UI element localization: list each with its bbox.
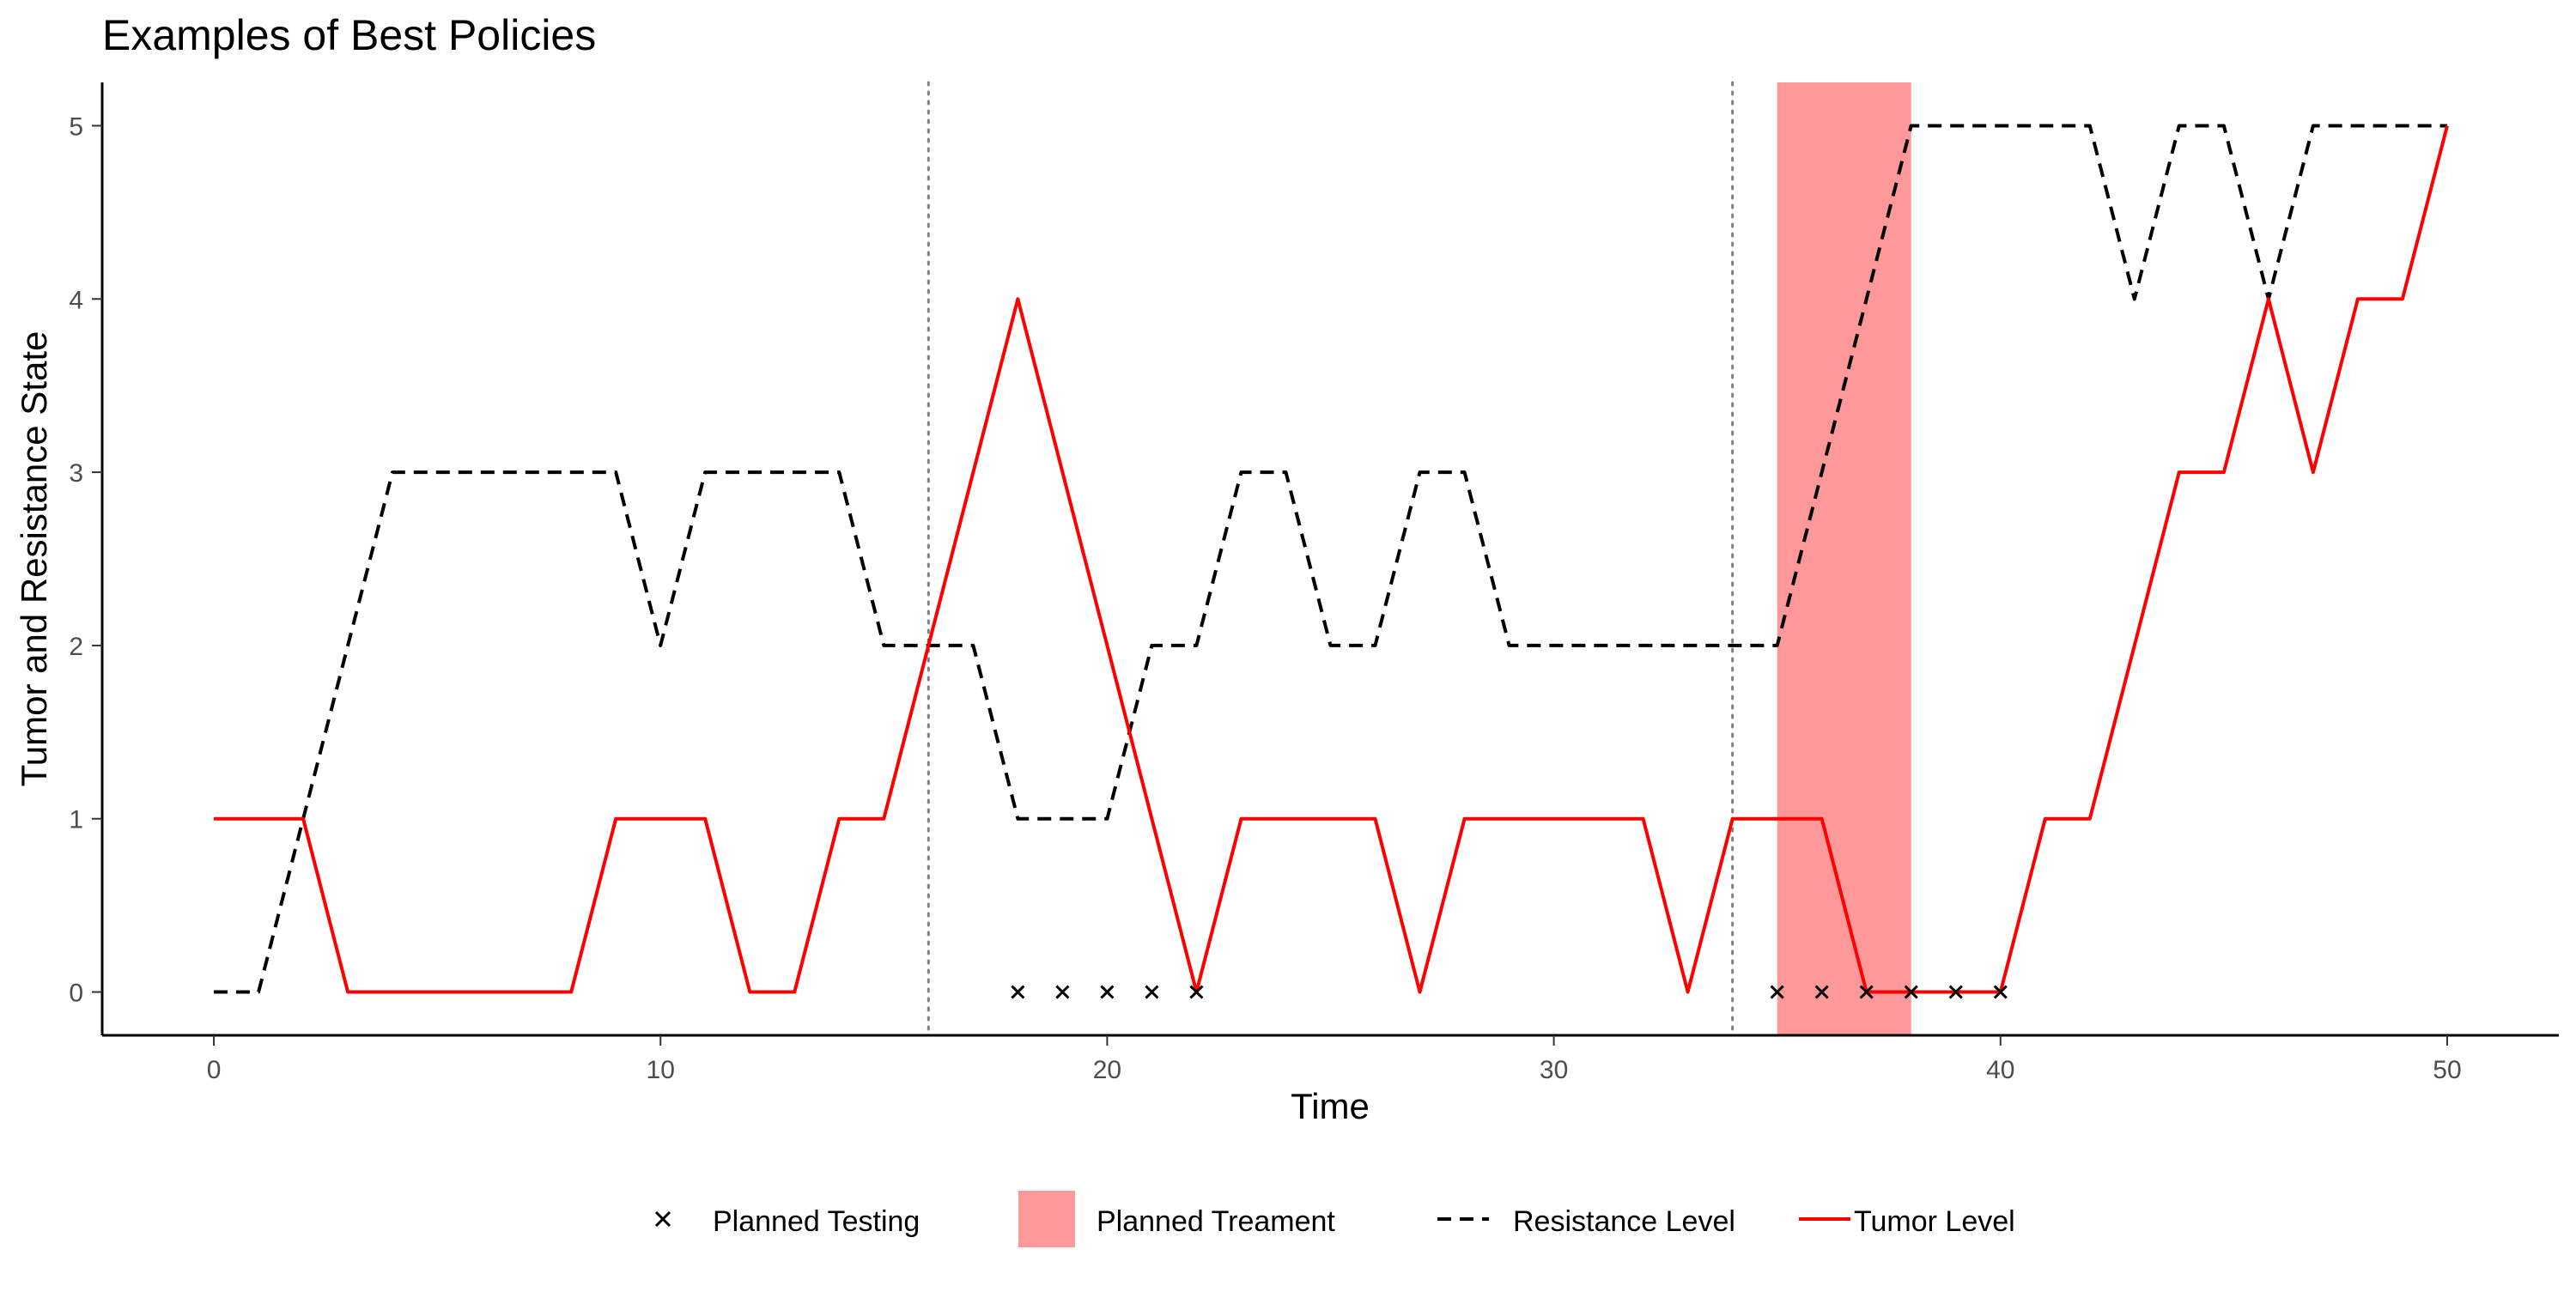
planned-testing-marker (1100, 985, 1115, 999)
y-tick-label: 4 (69, 286, 83, 314)
planned-testing-marker (1948, 985, 1963, 999)
planned-testing-marker (1011, 985, 1025, 999)
planned-testing-marker (1814, 985, 1829, 999)
legend-item-planned-testing: Planned Testing (654, 1205, 920, 1238)
legend-label-planned-testing: Planned Testing (713, 1205, 920, 1238)
x-tick-label: 30 (1540, 1056, 1568, 1084)
legend-item-planned-treatment: Planned Treament (1018, 1191, 1335, 1247)
treatment-band-layer (1777, 82, 1911, 1035)
legend-label-tumor-level: Tumor Level (1854, 1205, 2015, 1238)
legend-label-resistance-level: Resistance Level (1513, 1205, 1735, 1238)
reference-line-layer (927, 81, 1735, 1037)
y-axis-label: Tumor and Resistance State (14, 331, 54, 787)
x-tick-label: 50 (2433, 1056, 2461, 1084)
planned-testing-marker (1189, 985, 1204, 999)
planned-testing-marker (1145, 985, 1159, 999)
planned-testing-marker (1993, 985, 2008, 999)
x-tick-label: 10 (647, 1056, 675, 1084)
tick-layer: 0 10 20 30 40 50 0 1 2 3 4 5 (69, 112, 2461, 1084)
y-tick-label: 2 (69, 633, 83, 661)
planned-testing-marker (1904, 985, 1918, 999)
y-tick-label: 0 (69, 980, 83, 1008)
series-layer (214, 124, 2449, 994)
legend-item-resistance-level: Resistance Level (1437, 1205, 1735, 1238)
planned-treatment-band (1777, 82, 1911, 1035)
x-tick-label: 20 (1093, 1056, 1121, 1084)
resistance-level-line (214, 124, 2447, 994)
y-tick-label: 3 (69, 459, 83, 488)
x-tick-label: 0 (207, 1056, 222, 1084)
axes (100, 82, 2559, 1037)
x-axis-label: Time (1291, 1086, 1370, 1126)
legend-fill-swatch (1018, 1191, 1075, 1247)
y-tick-label: 5 (69, 112, 83, 141)
legend-label-planned-treatment: Planned Treament (1097, 1205, 1335, 1238)
planned-testing-marker (1770, 985, 1784, 999)
testing-marker-layer (1011, 985, 2008, 999)
tumor-level-line (214, 125, 2449, 994)
chart-title: Examples of Best Policies (102, 11, 596, 59)
planned-testing-marker (1859, 985, 1874, 999)
x-tick-label: 40 (1986, 1056, 2014, 1084)
legend: Planned Testing Planned Treament Resista… (654, 1191, 2015, 1247)
planned-testing-marker (1055, 985, 1070, 999)
legend-item-tumor-level: Tumor Level (1799, 1205, 2015, 1238)
y-tick-label: 1 (69, 806, 83, 834)
legend-cross-icon (654, 1210, 671, 1228)
